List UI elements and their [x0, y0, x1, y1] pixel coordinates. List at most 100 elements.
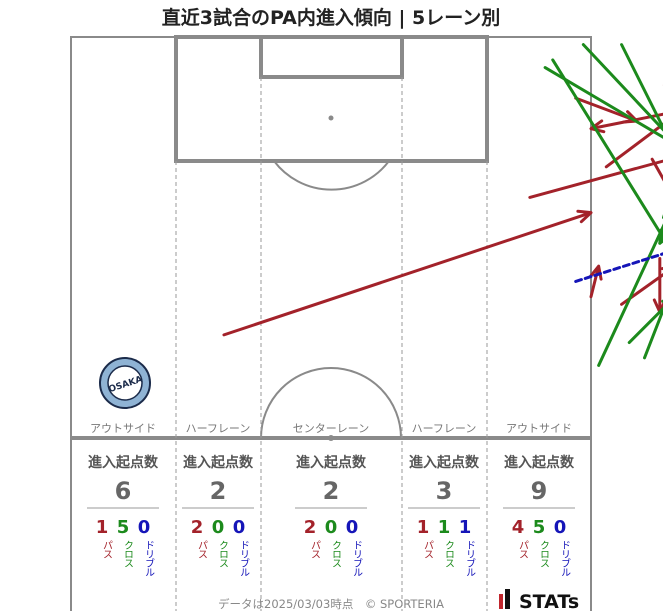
cross-count: 0: [212, 517, 225, 538]
penalty-area: [174, 35, 489, 163]
lane-dividers: [175, 77, 488, 611]
footer-note: データは2025/03/03時点 © SPORTERIA: [218, 597, 444, 611]
lane-total: 2: [210, 477, 227, 505]
lane-label: アウトサイド: [90, 422, 156, 435]
center-circle: [260, 367, 402, 439]
lane-label: センターレーン: [293, 422, 369, 435]
dribble-count: 0: [138, 517, 151, 538]
brand-mark: STATs: [499, 589, 579, 611]
cross-count: 0: [325, 517, 338, 538]
entry-arrow: [589, 112, 663, 134]
pass-label: パス: [422, 540, 434, 559]
lane-total: 3: [436, 477, 453, 505]
lane-label: アウトサイド: [506, 422, 572, 435]
cross-label: クロス: [538, 540, 549, 568]
lane-total: 2: [323, 477, 340, 505]
dribble-count: 1: [459, 517, 472, 538]
arrow-shaft: [627, 306, 663, 345]
dribble-label: ドリブル: [351, 540, 363, 576]
lane-label: ハーフレーン: [412, 422, 477, 435]
entry-arrow: [551, 58, 663, 241]
pass-count: 4: [512, 517, 525, 538]
arrow-shaft: [581, 43, 663, 132]
pitch: [70, 35, 592, 611]
pass-count: 1: [96, 517, 109, 538]
series-2: [574, 252, 663, 283]
pass-label: パス: [196, 540, 208, 559]
dribble-label: ドリブル: [143, 540, 155, 576]
pass-count: 2: [191, 517, 204, 538]
pass-label: パス: [517, 540, 529, 559]
cross-label: クロス: [330, 540, 341, 568]
center-spot: [328, 435, 334, 441]
entry-arrow: [222, 209, 593, 337]
penalty-spot: [328, 115, 334, 121]
series-0: [222, 84, 663, 337]
arrow-shaft: [222, 212, 589, 337]
goal-area: [259, 35, 404, 79]
dribble-label: ドリブル: [464, 540, 476, 576]
dribble-count: 0: [233, 517, 246, 538]
arrow-head: [589, 119, 606, 134]
brand-icon-bar-red: [499, 594, 503, 609]
chart-title: 直近3試合のPA内進入傾向 | 5レーン別: [162, 6, 501, 29]
club-logo: OSAKA: [99, 357, 151, 409]
arrow-shaft: [593, 112, 663, 130]
arrow-shaft: [650, 157, 663, 182]
lane-header: 進入起点数: [183, 454, 254, 471]
arrow-shaft: [543, 66, 663, 139]
entry-arrow: [581, 43, 663, 132]
arrow-shaft: [620, 43, 663, 131]
pass-count: 2: [304, 517, 317, 538]
brand-name: STATs: [519, 591, 579, 611]
arrow-shaft: [574, 252, 663, 283]
pass-label: パス: [101, 540, 113, 559]
dribble-label: ドリブル: [559, 540, 571, 576]
lane-header: 進入起点数: [409, 454, 480, 471]
entry-arrow: [528, 159, 663, 199]
entry-arrow: [543, 66, 663, 139]
cross-label: クロス: [443, 540, 454, 568]
cross-label: クロス: [217, 540, 228, 568]
entry-arrow: [652, 257, 663, 314]
arrow-shaft: [643, 306, 663, 360]
cross-count: 5: [117, 517, 130, 538]
penalty-arc: [273, 160, 390, 191]
arrow-shaft: [658, 226, 663, 245]
cross-count: 1: [438, 517, 451, 538]
arrow-shaft: [604, 122, 663, 169]
entry-arrow: [643, 306, 663, 360]
arrow-layer: [222, 43, 663, 367]
lane-stats: アウトサイド進入起点数61パス5クロス0ドリブルハーフレーン進入起点数22パス0…: [87, 422, 575, 576]
pass-count: 1: [417, 517, 430, 538]
series-1: [543, 43, 663, 367]
lane-total: 6: [115, 477, 132, 505]
cross-label: クロス: [122, 540, 133, 568]
arrow-shaft: [551, 58, 663, 241]
pass-label: パス: [309, 540, 321, 559]
arrow-shaft: [528, 159, 663, 199]
dribble-label: ドリブル: [238, 540, 250, 576]
entry-arrow: [627, 299, 663, 345]
brand-icon-bar-black: [505, 589, 510, 609]
logo-inner-disc: [107, 365, 143, 401]
lane-label: ハーフレーン: [186, 422, 251, 435]
entry-arrow: [604, 122, 663, 169]
dribble-count: 0: [346, 517, 359, 538]
dribble-count: 0: [554, 517, 567, 538]
arrow-head: [576, 209, 593, 224]
lane-total: 9: [531, 477, 548, 505]
entry-arrow: [658, 226, 663, 245]
lane-header: 進入起点数: [504, 454, 575, 471]
lane-header: 進入起点数: [296, 454, 367, 471]
cross-count: 5: [533, 517, 546, 538]
arrow-shaft: [574, 96, 635, 122]
lane-header: 進入起点数: [88, 454, 159, 471]
